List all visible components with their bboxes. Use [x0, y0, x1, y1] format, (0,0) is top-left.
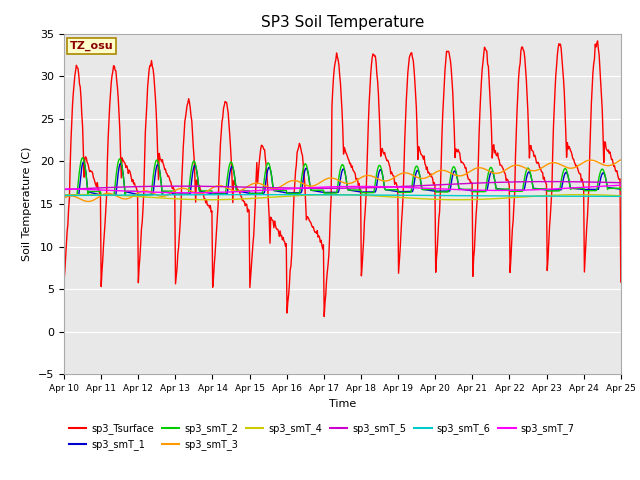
- sp3_Tsurface: [214, 216, 221, 222]
- sp3_smT_6: [617, 193, 625, 199]
- sp3_smT_3: [428, 172, 435, 178]
- sp3_smT_7: [428, 186, 435, 192]
- sp3_smT_5: [426, 182, 434, 188]
- Text: TZ_osu: TZ_osu: [70, 41, 113, 51]
- sp3_smT_1: [79, 159, 87, 165]
- sp3_smT_1: [214, 191, 222, 197]
- sp3_smT_3: [84, 199, 92, 204]
- sp3_smT_3: [214, 183, 222, 189]
- sp3_smT_1: [185, 191, 193, 197]
- sp3_smT_2: [128, 189, 136, 194]
- sp3_smT_6: [60, 192, 68, 198]
- Line: sp3_smT_6: sp3_smT_6: [64, 194, 621, 196]
- sp3_smT_1: [617, 186, 625, 192]
- sp3_smT_3: [60, 195, 68, 201]
- sp3_smT_1: [70, 192, 78, 198]
- sp3_Tsurface: [594, 38, 602, 44]
- Line: sp3_smT_4: sp3_smT_4: [64, 194, 621, 200]
- sp3_smT_4: [412, 195, 419, 201]
- Line: sp3_Tsurface: sp3_Tsurface: [64, 41, 621, 316]
- sp3_smT_1: [428, 188, 435, 193]
- sp3_smT_2: [70, 192, 78, 198]
- sp3_smT_4: [128, 193, 136, 199]
- sp3_smT_4: [428, 196, 436, 202]
- sp3_Tsurface: [411, 78, 419, 84]
- sp3_smT_1: [60, 192, 68, 198]
- X-axis label: Time: Time: [329, 399, 356, 408]
- sp3_smT_6: [428, 192, 435, 198]
- sp3_smT_5: [184, 183, 192, 189]
- sp3_smT_1: [128, 191, 136, 196]
- sp3_smT_4: [207, 197, 214, 203]
- sp3_smT_6: [184, 192, 192, 198]
- sp3_smT_5: [545, 179, 552, 184]
- sp3_smT_2: [617, 188, 625, 193]
- sp3_smT_7: [60, 186, 68, 192]
- sp3_smT_6: [214, 192, 221, 198]
- sp3_smT_5: [410, 183, 418, 189]
- sp3_smT_5: [60, 187, 68, 192]
- sp3_smT_2: [214, 191, 222, 197]
- sp3_Tsurface: [184, 100, 192, 106]
- sp3_smT_6: [127, 192, 135, 198]
- sp3_smT_2: [411, 167, 419, 172]
- sp3_Tsurface: [617, 279, 625, 285]
- sp3_smT_2: [185, 188, 193, 194]
- sp3_smT_7: [70, 186, 78, 192]
- sp3_smT_4: [60, 192, 68, 198]
- sp3_smT_1: [411, 176, 419, 182]
- sp3_smT_2: [60, 192, 68, 198]
- sp3_smT_2: [428, 187, 435, 192]
- Legend: sp3_Tsurface, sp3_smT_1, sp3_smT_2, sp3_smT_3, sp3_smT_4, sp3_smT_5, sp3_smT_6, : sp3_Tsurface, sp3_smT_1, sp3_smT_2, sp3_…: [69, 423, 575, 450]
- sp3_smT_5: [70, 186, 78, 192]
- sp3_smT_7: [411, 185, 419, 191]
- sp3_smT_3: [185, 187, 193, 193]
- sp3_smT_3: [617, 157, 625, 163]
- sp3_smT_2: [79, 155, 86, 161]
- sp3_smT_7: [214, 190, 222, 195]
- sp3_smT_4: [215, 197, 223, 203]
- sp3_smT_7: [127, 188, 135, 194]
- sp3_smT_5: [214, 184, 221, 190]
- sp3_Tsurface: [428, 171, 435, 177]
- sp3_smT_7: [186, 190, 194, 196]
- sp3_smT_7: [184, 190, 192, 196]
- sp3_smT_6: [411, 192, 419, 198]
- sp3_Tsurface: [321, 313, 328, 319]
- Line: sp3_smT_1: sp3_smT_1: [64, 162, 621, 195]
- Line: sp3_smT_5: sp3_smT_5: [64, 181, 621, 190]
- sp3_smT_5: [127, 184, 135, 190]
- sp3_Tsurface: [127, 175, 135, 181]
- sp3_smT_3: [70, 193, 78, 199]
- sp3_smT_7: [617, 182, 625, 188]
- sp3_smT_6: [70, 192, 78, 198]
- Line: sp3_smT_7: sp3_smT_7: [64, 185, 621, 193]
- Title: SP3 Soil Temperature: SP3 Soil Temperature: [260, 15, 424, 30]
- sp3_smT_3: [411, 173, 419, 179]
- Y-axis label: Soil Temperature (C): Soil Temperature (C): [22, 147, 33, 261]
- sp3_smT_4: [70, 192, 78, 198]
- sp3_smT_4: [185, 196, 193, 202]
- Line: sp3_smT_2: sp3_smT_2: [64, 158, 621, 195]
- sp3_smT_3: [128, 194, 136, 200]
- sp3_smT_6: [246, 192, 253, 197]
- sp3_Tsurface: [60, 279, 68, 285]
- Line: sp3_smT_3: sp3_smT_3: [64, 160, 621, 202]
- sp3_smT_4: [617, 193, 625, 199]
- sp3_Tsurface: [70, 81, 78, 87]
- sp3_smT_4: [83, 192, 90, 197]
- sp3_smT_5: [617, 180, 625, 186]
